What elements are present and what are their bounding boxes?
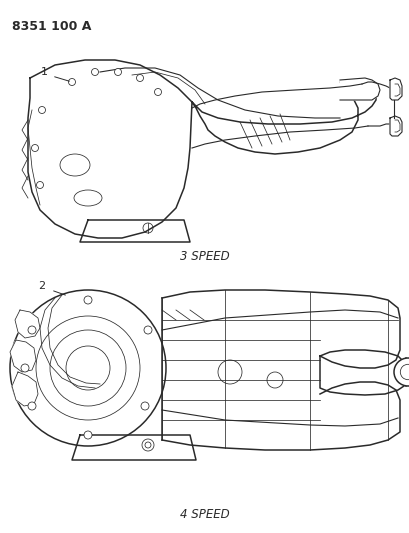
Circle shape <box>114 69 121 76</box>
Circle shape <box>144 326 152 334</box>
Circle shape <box>36 182 43 189</box>
Polygon shape <box>72 435 196 460</box>
Circle shape <box>91 69 98 76</box>
Circle shape <box>141 402 148 410</box>
Circle shape <box>31 144 38 151</box>
Circle shape <box>28 402 36 410</box>
Circle shape <box>154 88 161 95</box>
Polygon shape <box>319 350 405 395</box>
Circle shape <box>21 364 29 372</box>
Text: 1: 1 <box>40 67 47 77</box>
Text: 4 SPEED: 4 SPEED <box>180 508 229 521</box>
Text: 8351 100 A: 8351 100 A <box>12 20 91 33</box>
Circle shape <box>38 107 45 114</box>
Circle shape <box>142 439 154 451</box>
Circle shape <box>10 290 166 446</box>
Polygon shape <box>28 60 375 238</box>
Text: 2: 2 <box>38 281 45 291</box>
Circle shape <box>68 78 75 85</box>
Text: 3 SPEED: 3 SPEED <box>180 250 229 263</box>
Circle shape <box>136 75 143 82</box>
Circle shape <box>393 358 409 386</box>
Polygon shape <box>15 310 40 338</box>
Polygon shape <box>389 78 401 100</box>
Circle shape <box>84 431 92 439</box>
Polygon shape <box>339 78 379 100</box>
Polygon shape <box>389 116 401 136</box>
Polygon shape <box>12 372 38 406</box>
Polygon shape <box>162 290 399 450</box>
Polygon shape <box>10 340 36 372</box>
Polygon shape <box>80 220 189 242</box>
Circle shape <box>84 296 92 304</box>
Circle shape <box>28 326 36 334</box>
